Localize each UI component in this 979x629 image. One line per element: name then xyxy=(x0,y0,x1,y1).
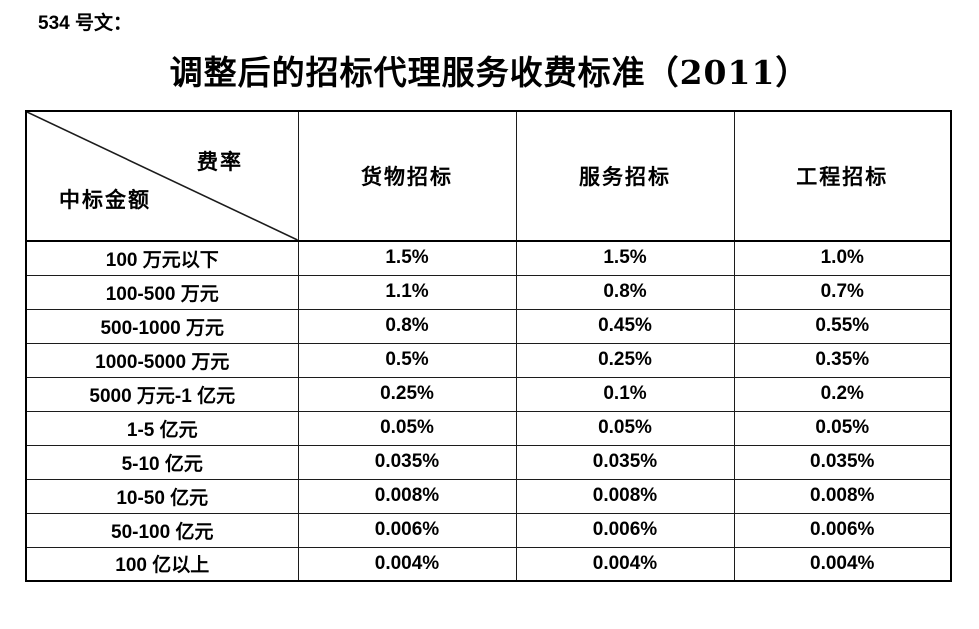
rate-value-cell: 0.25% xyxy=(297,376,517,412)
rate-value-cell: 0.006% xyxy=(297,512,517,548)
rate-value-cell: 0.006% xyxy=(733,512,952,548)
rate-value-cell: 1.1% xyxy=(297,274,517,310)
amount-tier-label: 5000 万元-1 亿元 xyxy=(25,376,299,412)
rate-value-cell: 0.35% xyxy=(733,342,952,378)
table-row: 5-10 亿元 0.035% 0.035% 0.035% xyxy=(25,444,952,480)
amount-tier-label: 100-500 万元 xyxy=(25,274,299,310)
column-header-goods-bidding: 货物招标 xyxy=(297,110,517,242)
amount-tier-label: 10-50 亿元 xyxy=(25,478,299,514)
rate-value-cell: 0.8% xyxy=(297,308,517,344)
amount-tier-label: 500-1000 万元 xyxy=(25,308,299,344)
table-row: 5000 万元-1 亿元 0.25% 0.1% 0.2% xyxy=(25,376,952,412)
amount-tier-label: 1-5 亿元 xyxy=(25,410,299,446)
rate-value-cell: 0.035% xyxy=(733,444,952,480)
rate-value-cell: 0.05% xyxy=(733,410,952,446)
rate-value-cell: 0.7% xyxy=(733,274,952,310)
corner-label-amount: 中标金额 xyxy=(59,187,151,212)
table-row: 1000-5000 万元 0.5% 0.25% 0.35% xyxy=(25,342,952,378)
rate-value-cell: 0.004% xyxy=(733,546,952,582)
page-title: 调整后的招标代理服务收费标准（2011） xyxy=(169,53,810,92)
table-header-row: 费率 中标金额 货物招标 服务招标 工程招标 xyxy=(25,110,952,242)
table-row: 100 万元以下 1.5% 1.5% 1.0% xyxy=(25,240,952,276)
column-header-engineering-bidding: 工程招标 xyxy=(733,110,952,242)
fee-standard-table: 费率 中标金额 货物招标 服务招标 工程招标 100 万元以下 1.5% 1.5… xyxy=(25,110,952,582)
rate-value-cell: 0.008% xyxy=(733,478,952,514)
corner-header-cell: 费率 中标金额 xyxy=(25,110,299,242)
diagonal-divider-line xyxy=(27,112,297,239)
rate-value-cell: 0.1% xyxy=(515,376,735,412)
rate-value-cell: 0.008% xyxy=(297,478,517,514)
amount-tier-label: 5-10 亿元 xyxy=(25,444,299,480)
amount-tier-label: 50-100 亿元 xyxy=(25,512,299,548)
corner-label-rate: 费率 xyxy=(197,149,243,174)
rate-value-cell: 0.45% xyxy=(515,308,735,344)
table-row: 1-5 亿元 0.05% 0.05% 0.05% xyxy=(25,410,952,446)
table-row: 100-500 万元 1.1% 0.8% 0.7% xyxy=(25,274,952,310)
rate-value-cell: 0.8% xyxy=(515,274,735,310)
rate-value-cell: 0.05% xyxy=(297,410,517,446)
rate-value-cell: 0.5% xyxy=(297,342,517,378)
table-row: 50-100 亿元 0.006% 0.006% 0.006% xyxy=(25,512,952,548)
rate-value-cell: 0.035% xyxy=(297,444,517,480)
table-row: 10-50 亿元 0.008% 0.008% 0.008% xyxy=(25,478,952,514)
doc-number-label: 534 号文： xyxy=(38,13,132,34)
table-row: 100 亿以上 0.004% 0.004% 0.004% xyxy=(25,546,952,582)
rate-value-cell: 1.5% xyxy=(297,240,517,276)
amount-tier-label: 1000-5000 万元 xyxy=(25,342,299,378)
rate-value-cell: 0.55% xyxy=(733,308,952,344)
rate-value-cell: 1.5% xyxy=(515,240,735,276)
rate-value-cell: 0.05% xyxy=(515,410,735,446)
table-row: 500-1000 万元 0.8% 0.45% 0.55% xyxy=(25,308,952,344)
column-header-service-bidding: 服务招标 xyxy=(515,110,735,242)
rate-value-cell: 0.008% xyxy=(515,478,735,514)
rate-value-cell: 0.25% xyxy=(515,342,735,378)
rate-value-cell: 0.006% xyxy=(515,512,735,548)
rate-value-cell: 0.004% xyxy=(297,546,517,582)
amount-tier-label: 100 万元以下 xyxy=(25,240,299,276)
rate-value-cell: 1.0% xyxy=(733,240,952,276)
rate-value-cell: 0.2% xyxy=(733,376,952,412)
rate-value-cell: 0.035% xyxy=(515,444,735,480)
amount-tier-label: 100 亿以上 xyxy=(25,546,299,582)
rate-value-cell: 0.004% xyxy=(515,546,735,582)
